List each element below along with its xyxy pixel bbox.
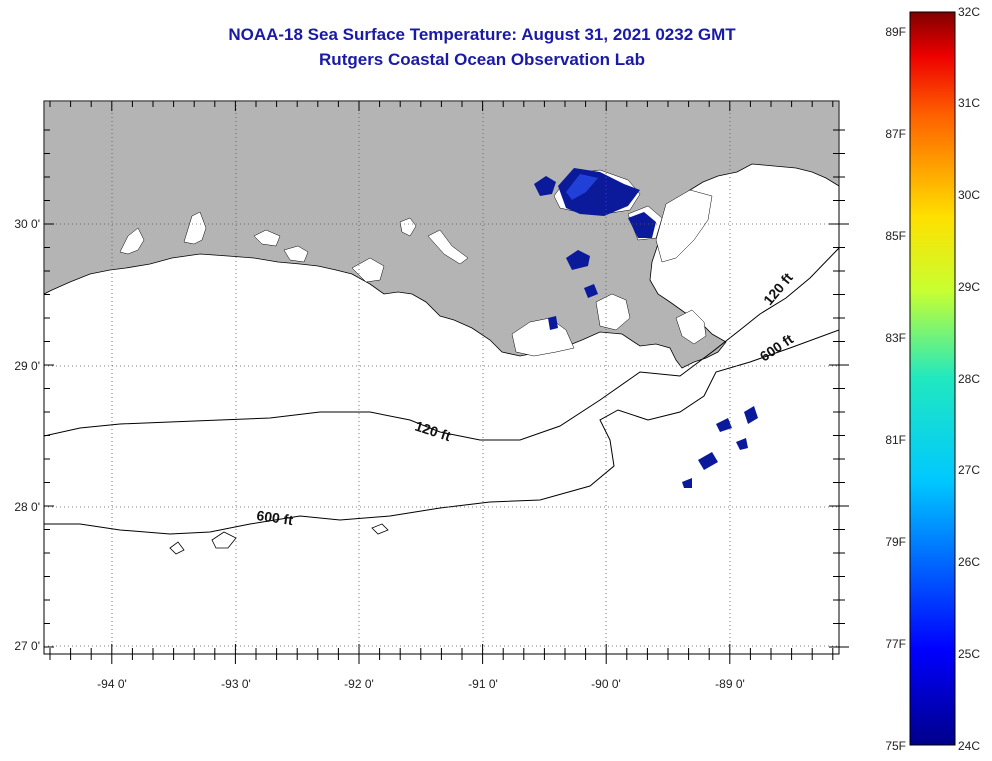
colorbar-fahrenheit-label: 83F xyxy=(885,331,906,345)
contour-120ft-shelf xyxy=(44,247,839,441)
colorbar-fahrenheit-label: 85F xyxy=(885,229,906,243)
colorbar-celsius-label: 25C xyxy=(958,647,980,661)
lake-sabine xyxy=(119,227,145,255)
colorbar-fahrenheit-label: 87F xyxy=(885,127,906,141)
temperature-colorbar xyxy=(909,11,956,746)
lon-label: -90 0' xyxy=(591,677,621,691)
colorbar-fahrenheit-label: 77F xyxy=(885,637,906,651)
colorbar-fahrenheit-label: 89F xyxy=(885,25,906,39)
map-title: NOAA-18 Sea Surface Temperature: August … xyxy=(228,25,736,44)
sst-patch xyxy=(682,478,692,488)
lake-white xyxy=(283,245,309,263)
colorbar-celsius-label: 26C xyxy=(958,555,980,569)
sst-patch xyxy=(566,174,598,200)
lake-grand xyxy=(253,229,281,247)
colorbar-fahrenheit-label: 79F xyxy=(885,535,906,549)
contour-label-600ft-a: 600 ft xyxy=(256,507,295,528)
lon-label: -91 0' xyxy=(468,677,498,691)
colorbar-celsius-label: 31C xyxy=(958,96,980,110)
sst-patch xyxy=(566,250,590,270)
colorbar-celsius-label: 29C xyxy=(958,280,980,294)
sst-patch xyxy=(736,438,748,450)
lat-label: 27 0' xyxy=(14,639,40,653)
frame-ticks xyxy=(44,101,849,664)
delta-marsh xyxy=(675,309,707,345)
map-subtitle: Rutgers Coastal Ocean Observation Lab xyxy=(319,50,645,69)
barataria-bay xyxy=(595,293,631,331)
sst-patch xyxy=(698,452,718,470)
terrebonne-bay xyxy=(511,317,575,357)
sst-patch xyxy=(716,418,732,432)
contour-detail xyxy=(371,523,389,535)
sst-patch xyxy=(628,212,656,238)
chandeleur-sound xyxy=(655,189,713,263)
lat-label: 30 0' xyxy=(14,217,40,231)
lon-label: -93 0' xyxy=(221,677,251,691)
colorbar-celsius-label: 24C xyxy=(958,739,980,753)
sst-patch xyxy=(584,284,598,298)
sst-patch xyxy=(744,406,758,424)
contour-detail xyxy=(169,541,185,555)
colorbar-fahrenheit-label: 81F xyxy=(885,433,906,447)
sst-patch xyxy=(534,176,556,196)
atchafalaya-bay xyxy=(427,229,469,265)
colorbar-celsius-label: 28C xyxy=(958,372,980,386)
colorbar-fahrenheit-label: 75F xyxy=(885,739,906,753)
contour-detail xyxy=(211,531,237,549)
contour-600ft-slope xyxy=(44,329,839,535)
lon-label: -94 0' xyxy=(97,677,127,691)
colorbar-celsius-label: 32C xyxy=(958,5,980,19)
lake-calcasieu xyxy=(183,211,207,245)
colorbar-celsius-label: 27C xyxy=(958,463,980,477)
vermilion-bay xyxy=(399,217,417,237)
lon-label: -92 0' xyxy=(344,677,374,691)
colorbar-celsius-label: 30C xyxy=(958,188,980,202)
lat-label: 29 0' xyxy=(14,359,40,373)
lon-label: -89 0' xyxy=(715,677,745,691)
lat-lon-grid xyxy=(44,101,839,654)
lat-label: 28 0' xyxy=(14,500,40,514)
sst-patch xyxy=(548,316,558,330)
marsh-lake xyxy=(351,257,385,283)
